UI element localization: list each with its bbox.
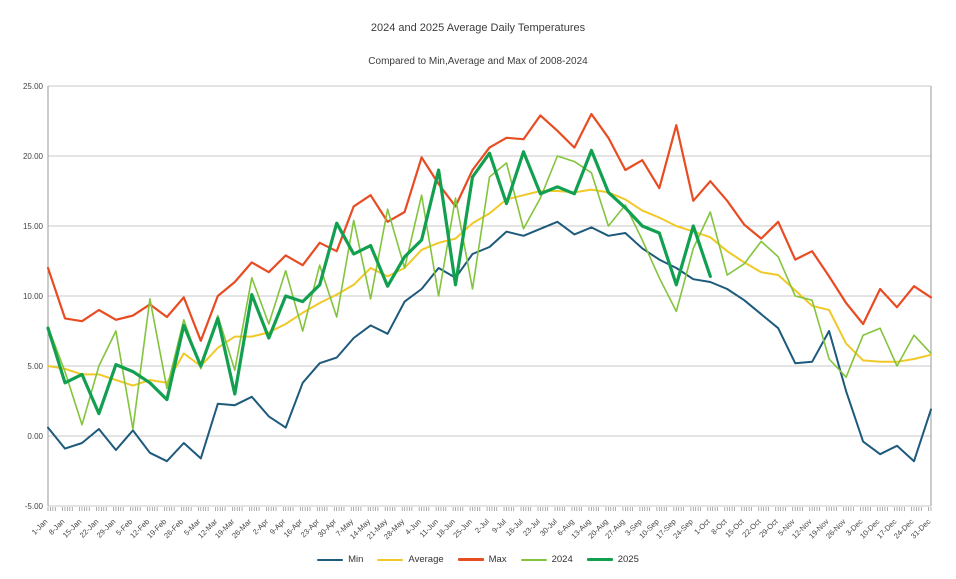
y-tick-label: 15.00 xyxy=(23,222,44,231)
x-tick-label: 30-Apr xyxy=(316,517,339,540)
x-tick-label: 29-Oct xyxy=(757,516,780,539)
chart-legend: Min Average Max 2024 2025 xyxy=(0,554,956,565)
gridlines xyxy=(48,85,931,507)
x-tick-label: 29-Jan xyxy=(95,517,118,540)
x-axis-tick-labels: 1-Jan8-Jan15-Jan22-Jan29-Jan5-Feb12-Feb1… xyxy=(30,516,933,541)
series-line-average xyxy=(47,188,932,387)
legend-label-average: Average xyxy=(408,554,444,565)
series-line-max xyxy=(46,112,933,342)
x-tick-label: 31-Dec xyxy=(909,517,933,541)
legend-item-max: Max xyxy=(457,554,507,565)
y-axis-tick-labels: 25.00 20.00 15.00 10.00 5.00 0.00 -5.00 xyxy=(23,82,44,511)
x-tick-label: 16-Jul xyxy=(504,517,525,538)
y-tick-label: 5.00 xyxy=(27,362,43,371)
x-tick-label: 26-Nov xyxy=(824,517,848,541)
legend-swatch-2024 xyxy=(520,558,547,561)
x-tick-label: 1-Jan xyxy=(30,517,50,537)
legend-swatch-max xyxy=(457,558,484,561)
y-tick-label: 25.00 xyxy=(23,82,44,91)
y-tick-label: 0.00 xyxy=(27,432,43,441)
legend-swatch-average xyxy=(377,558,404,561)
x-tick-label: 23-Jul xyxy=(521,517,542,538)
axes xyxy=(47,86,932,506)
legend-item-min: Min xyxy=(317,554,363,565)
x-tick-label: 30-Jul xyxy=(538,517,559,538)
series-line-2025 xyxy=(46,148,712,416)
x-axis-daily-ticks xyxy=(47,507,932,511)
y-tick-label: 20.00 xyxy=(23,152,44,161)
x-tick-label: 26-Mar xyxy=(230,517,254,541)
legend-label-2024: 2024 xyxy=(551,554,573,565)
legend-item-2024: 2024 xyxy=(520,554,573,565)
x-tick-label: 2-Apr xyxy=(251,517,271,537)
legend-item-average: Average xyxy=(377,554,444,565)
legend-item-2025: 2025 xyxy=(586,554,639,565)
chart-title: 2024 and 2025 Average Daily Temperatures xyxy=(370,22,586,34)
y-tick-label: 10.00 xyxy=(23,292,44,301)
x-tick-label: 1-Oct xyxy=(692,516,712,536)
legend-label-2025: 2025 xyxy=(617,554,639,565)
legend-swatch-2025 xyxy=(586,557,613,562)
chart-subtitle: Compared to Min,Average and Max of 2008-… xyxy=(368,56,588,67)
x-tick-label: 25-Jun xyxy=(451,517,474,540)
legend-swatch-min xyxy=(317,558,344,561)
y-tick-label: -5.00 xyxy=(25,502,44,511)
x-tick-label: 2-Jul xyxy=(473,517,491,535)
series-line-min xyxy=(47,220,932,463)
legend-label-min: Min xyxy=(348,554,364,565)
x-tick-label: 26-Feb xyxy=(162,517,185,540)
legend-label-max: Max xyxy=(488,554,507,565)
